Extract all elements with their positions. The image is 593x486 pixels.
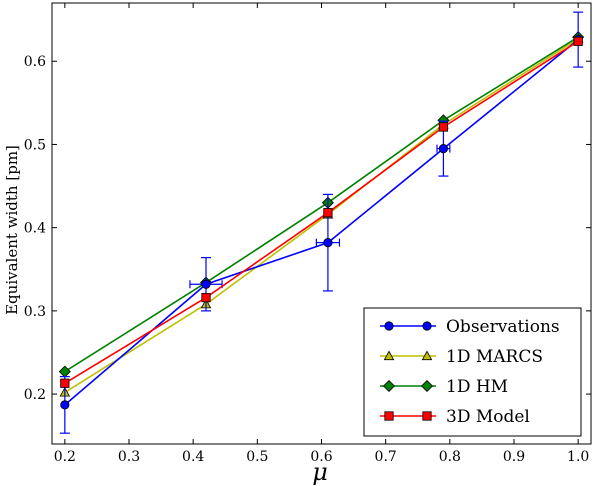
x-tick-label: 0.4 <box>182 449 204 465</box>
legend-label: 1D MARCS <box>446 347 543 367</box>
data-point <box>573 36 583 46</box>
series-layer <box>58 11 585 434</box>
x-tick-label: 0.7 <box>375 449 397 465</box>
legend-marker <box>382 379 396 393</box>
legend-entries: Observations 1D MARCS 1D HM 3D Model <box>380 317 560 427</box>
legend: Observations 1D MARCS 1D HM 3D Model <box>363 307 582 437</box>
x-tick-label: 0.3 <box>118 449 140 465</box>
x-tick-label: 0.6 <box>310 449 332 465</box>
data-point <box>60 378 70 388</box>
y-tick-label: 0.4 <box>24 221 46 237</box>
legend-marker <box>383 350 395 361</box>
legend-marker <box>422 411 432 421</box>
data-point <box>438 144 449 154</box>
series-3d-model <box>60 36 583 388</box>
x-tick-label: 0.8 <box>439 449 461 465</box>
legend-label: 1D HM <box>446 377 508 397</box>
x-tick-label: 0.2 <box>54 449 76 465</box>
legend-entry: 1D MARCS <box>380 347 543 367</box>
legend-marker <box>384 321 394 331</box>
y-tick-label: 0.2 <box>24 387 46 403</box>
x-axis-label: μ <box>312 458 328 486</box>
y-tick-label: 0.3 <box>24 304 46 320</box>
legend-entry: 1D HM <box>380 377 508 397</box>
x-tick-label: 1.0 <box>567 449 589 465</box>
data-point <box>201 292 211 303</box>
x-axis-ticks: 0.2 0.3 0.4 0.5 0.6 0.7 0.8 0.9 1.0 <box>54 3 589 465</box>
legend-marker <box>422 321 432 331</box>
data-point <box>323 238 333 248</box>
legend-label: 3D Model <box>446 407 530 427</box>
legend-entry: Observations <box>380 317 560 337</box>
data-point <box>201 279 211 289</box>
y-tick-label: 0.5 <box>24 137 46 153</box>
legend-marker <box>420 379 434 393</box>
x-tick-label: 0.5 <box>246 449 268 465</box>
data-point <box>323 208 333 218</box>
data-point <box>60 400 70 410</box>
y-axis-label: Equivalent width [pm] <box>3 145 21 315</box>
legend-entry: 3D Model <box>380 407 530 427</box>
legend-marker <box>384 411 394 421</box>
legend-marker <box>421 350 433 361</box>
legend-box <box>363 307 582 437</box>
data-point <box>58 365 71 378</box>
y-axis-ticks: 0.2 0.3 0.4 0.5 0.6 <box>24 54 591 403</box>
legend-label: Observations <box>446 317 560 337</box>
data-point <box>438 122 449 132</box>
y-tick-label: 0.6 <box>24 54 46 70</box>
x-tick-label: 0.9 <box>503 449 525 465</box>
